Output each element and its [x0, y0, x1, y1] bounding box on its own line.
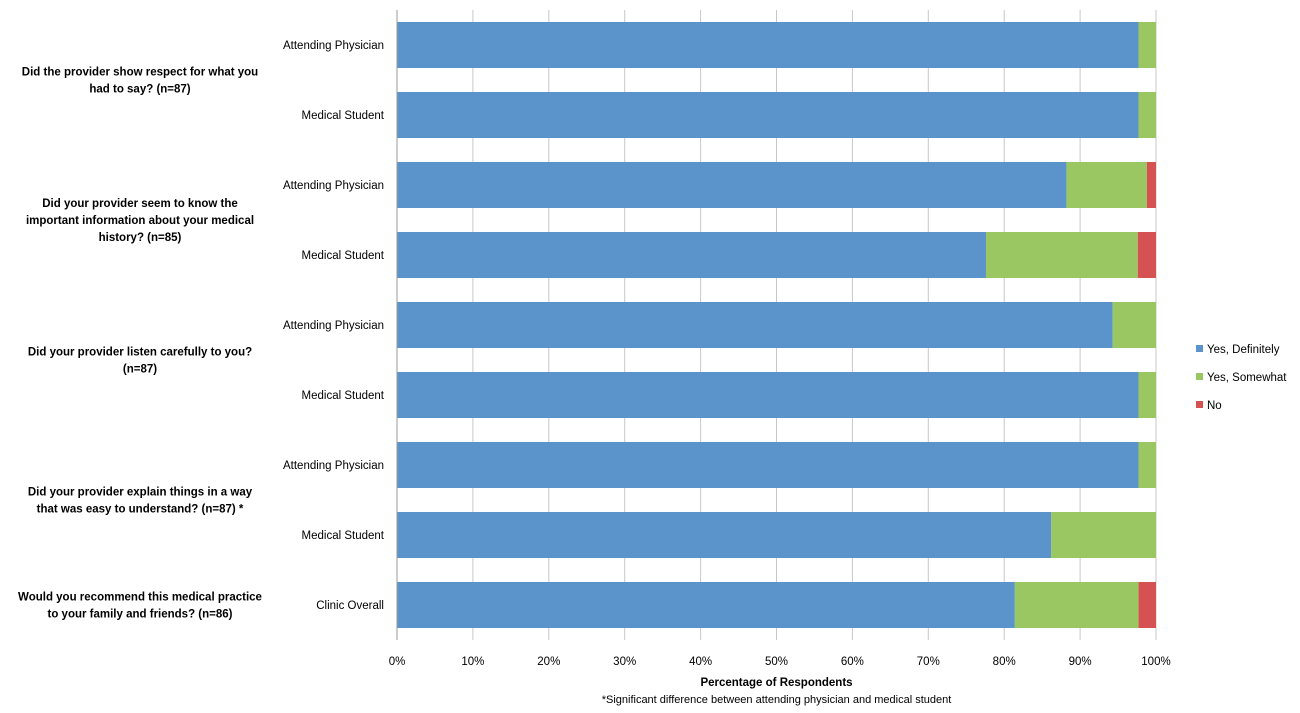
legend-label: Yes, Somewhat [1207, 372, 1287, 384]
x-tick-label: 60% [841, 656, 864, 668]
x-axis-title: Percentage of Respondents [700, 677, 852, 689]
bar-segment-yes-somewhat [1051, 512, 1156, 558]
question-label: Did your provider seem to know the [42, 198, 238, 210]
category-label: Medical Student [302, 530, 385, 542]
bar-segment-yes-somewhat [1138, 92, 1156, 138]
x-tick-label: 80% [993, 656, 1016, 668]
question-label: Did your provider explain things in a wa… [28, 487, 253, 499]
question-label: Did the provider show respect for what y… [22, 67, 258, 79]
question-label: had to say? (n=87) [89, 84, 190, 96]
legend-label: No [1207, 400, 1222, 412]
category-label: Clinic Overall [316, 600, 384, 612]
x-tick-label: 90% [1069, 656, 1092, 668]
bar-segment-yes-definitely [397, 22, 1139, 68]
category-label: Attending Physician [283, 40, 384, 52]
bar-segment-yes-somewhat [1138, 22, 1156, 68]
bar-segment-yes-definitely [397, 162, 1067, 208]
x-tick-label: 10% [461, 656, 484, 668]
bar-segment-yes-definitely [397, 302, 1113, 348]
bar-segment-yes-somewhat [985, 232, 1138, 278]
x-tick-label: 40% [689, 656, 712, 668]
bar-segment-yes-somewhat [1138, 442, 1156, 488]
question-label: history? (n=85) [99, 232, 182, 244]
question-label: to your family and friends? (n=86) [48, 609, 233, 621]
bar-segment-yes-definitely [397, 372, 1139, 418]
legend-label: Yes, Definitely [1207, 344, 1280, 356]
bar-segment-no [1137, 232, 1156, 278]
category-label: Medical Student [302, 390, 385, 402]
question-label: that was easy to understand? (n=87) * [37, 504, 244, 516]
legend-swatch [1196, 345, 1203, 352]
category-label: Medical Student [302, 250, 385, 262]
bar-segment-yes-definitely [397, 232, 986, 278]
legend-swatch [1196, 373, 1203, 380]
legend-swatch [1196, 401, 1203, 408]
x-tick-label: 20% [537, 656, 560, 668]
bar-segment-no [1138, 582, 1156, 628]
x-tick-label: 30% [613, 656, 636, 668]
question-label: (n=87) [123, 364, 157, 376]
category-label: Attending Physician [283, 460, 384, 472]
category-label: Attending Physician [283, 320, 384, 332]
x-tick-label: 0% [389, 656, 406, 668]
x-tick-label: 50% [765, 656, 788, 668]
category-label: Medical Student [302, 110, 385, 122]
question-label: Did your provider listen carefully to yo… [28, 347, 252, 359]
bar-segment-yes-definitely [397, 92, 1139, 138]
category-label: Attending Physician [283, 180, 384, 192]
question-label: Would you recommend this medical practic… [18, 592, 262, 604]
bar-segment-yes-definitely [397, 582, 1015, 628]
footnote: *Significant difference between attendin… [602, 694, 952, 706]
bar-segment-yes-somewhat [1112, 302, 1156, 348]
bar-segment-yes-somewhat [1066, 162, 1147, 208]
x-tick-label: 100% [1141, 656, 1170, 668]
question-label: important information about your medical [26, 215, 254, 227]
bar-segment-yes-somewhat [1138, 372, 1156, 418]
bar-segment-yes-somewhat [1014, 582, 1139, 628]
x-tick-label: 70% [917, 656, 940, 668]
bar-segment-no [1146, 162, 1156, 208]
bar-segment-yes-definitely [397, 512, 1052, 558]
bar-segment-yes-definitely [397, 442, 1139, 488]
